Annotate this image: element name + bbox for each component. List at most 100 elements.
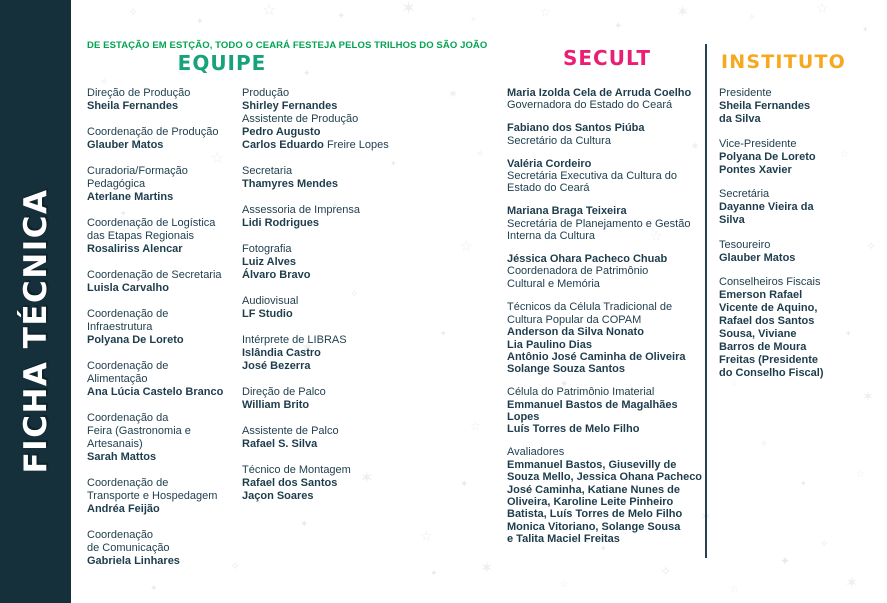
star-decoration-icon: ☆ (730, 584, 739, 595)
credit-role: Vice-Presidente (719, 137, 797, 150)
credit-entry: Coordenação de Produção Glauber Matos (87, 126, 239, 152)
star-decoration-icon: ✧ (748, 13, 756, 23)
credit-name: José Bezerra (242, 360, 311, 372)
credit-name: Rafael S. Silva (242, 438, 318, 450)
credit-role: Interna da Cultura (507, 230, 596, 243)
credit-name: Anderson da Silva Nonato (507, 326, 644, 339)
credit-name: Islândia Castro (242, 347, 321, 359)
credit-entry: Secretaria Thamyres Mendes (242, 165, 422, 191)
credit-role: Célula do Patrimônio Imaterial (507, 386, 655, 399)
credit-role: Assessoria de Imprensa (242, 204, 360, 216)
equipe-column-1: Direção de Produção Sheila Fernandes Coord… (87, 87, 239, 581)
credit-name: Oliveira, Karoline Leite Pinheiro (507, 495, 674, 508)
credit-role: Secretário da Cultura (507, 134, 611, 147)
credit-entry: Vice-Presidente Polyana De Loreto Pontes X… (719, 138, 859, 177)
credit-name: Sheila Fernandes (719, 100, 811, 112)
section-title-instituto: INSTITUTO (721, 51, 846, 73)
credit-name: Valéria Cordeiro (507, 157, 592, 170)
star-decoration-icon: ✦ (780, 554, 791, 568)
credit-role: Produção (242, 87, 290, 99)
credit-name: Emerson Rafael (719, 289, 803, 301)
star-decoration-icon: ✦ (337, 11, 346, 22)
instituto-column: Presidente Sheila Fernandes da Silva Vice-P… (719, 87, 859, 392)
credit-entry: Valéria Cordeiro Secretária Executiva da … (507, 158, 707, 195)
credit-role: Governadora do Estado do Ceará (507, 99, 673, 112)
equipe-column-2: Produção Shirley Fernandes Assistente de P… (242, 87, 422, 516)
credit-name: Maria Izolda Cela de Arruda Coelho (507, 87, 692, 99)
star-decoration-icon: ✧ (820, 539, 829, 550)
credit-role: Secretária Executiva da Cultura do (507, 170, 677, 183)
credit-name: Sheila Fernandes (87, 100, 179, 112)
credit-role: Estado do Ceará (507, 182, 590, 195)
credit-name: Aterlane Martins (87, 191, 174, 203)
credit-name: José Caminha, Katiane Nunes de (507, 483, 680, 496)
credit-role: Tesoureiro (719, 238, 771, 251)
star-decoration-icon: ☆ (816, 1, 829, 17)
star-decoration-icon: ✧ (476, 149, 485, 160)
credit-name: Glauber Matos (87, 139, 164, 151)
star-decoration-icon: ☆ (470, 419, 481, 433)
credit-role: Avaliadores (507, 446, 565, 459)
credit-entry: Maria Izolda Cela de Arruda Coelho Govern… (507, 87, 707, 112)
star-decoration-icon: ✧ (470, 15, 477, 24)
credit-name: Vicente de Aquino, (719, 302, 818, 314)
star-decoration-icon: ✦ (150, 584, 158, 594)
credit-name: Shirley Fernandes (242, 100, 338, 112)
credit-role: Coordenação (87, 529, 154, 541)
credit-entry: Jéssica Ohara Pacheco Chuab Coordenadora … (507, 253, 707, 290)
star-decoration-icon: ✦ (300, 519, 309, 530)
credit-role: Cultural e Memória (507, 277, 600, 290)
star-decoration-icon: ✦ (440, 329, 447, 338)
credit-entry: Audiovisual LF Studio (242, 295, 422, 321)
credit-entry: Tesoureiro Glauber Matos (719, 239, 859, 265)
credit-role: Direção de Palco (242, 386, 326, 398)
credit-name: Andréa Feijão (87, 503, 160, 515)
star-decoration-icon: ✶ (401, 0, 417, 19)
credit-name: Sousa, Viviane (719, 328, 797, 340)
credit-role: Pedagógica (87, 178, 146, 190)
star-decoration-icon: ✶ (845, 573, 859, 592)
credit-name: Polyana De Loreto (87, 334, 184, 346)
column-divider (705, 44, 707, 558)
credit-role: Coordenação de Logística (87, 217, 216, 229)
credit-name: Carlos Eduardo Freire Lopes (242, 139, 389, 151)
credit-name: Emmanuel Bastos de Magalhães (507, 398, 678, 411)
credit-name: Álvaro Bravo (242, 269, 311, 281)
credit-role: Presidente (719, 87, 772, 99)
credit-role: Secretaria (242, 165, 293, 177)
credit-name: Silva (719, 214, 745, 226)
credit-role: das Etapas Regionais (87, 230, 195, 242)
credit-name: Luiz Alves (242, 256, 296, 268)
credit-name: Thamyres Mendes (242, 178, 338, 190)
star-decoration-icon: ☆ (856, 469, 865, 480)
star-decoration-icon: ✦ (430, 569, 438, 579)
credit-entry: Célula do Patrimônio Imaterial Emmanuel B… (507, 386, 707, 436)
event-tagline: DE ESTAÇÃO EM ESTÇÃO, TODO O CEARÁ FESTE… (87, 40, 488, 51)
credit-name: e Talita Maciel Freitas (507, 533, 620, 546)
credit-entry: Fotografia Luiz Alves Álvaro Bravo (242, 243, 422, 282)
star-decoration-icon: ✧ (128, 5, 139, 19)
sidebar: FICHA TÉCNICA (0, 0, 71, 603)
credit-name: Antônio José Caminha de Oliveira (507, 350, 686, 363)
credit-entry: Produção Shirley Fernandes Assistente de P… (242, 87, 422, 152)
credit-name: Souza Mello, Jessica Ohana Pacheco (507, 471, 703, 484)
credit-entry: Coordenação de Alimentação Ana Lúcia Caste… (87, 360, 239, 399)
credit-role: Direção de Produção (87, 87, 191, 99)
credit-name: Fabiano dos Santos Piúba (507, 122, 645, 135)
credit-role: Técnico de Montagem (242, 464, 351, 476)
star-decoration-icon: ☆ (460, 239, 473, 255)
credit-name: Barros de Moura (719, 341, 807, 353)
credit-role: de Comunicação (87, 542, 170, 554)
credit-entry: Coordenação de Logística das Etapas Regio… (87, 217, 239, 256)
credit-name: Glauber Matos (719, 251, 796, 264)
credit-entry: Direção de Palco William Brito (242, 386, 422, 412)
credit-name: Solange Souza Santos (507, 363, 625, 376)
star-decoration-icon: ✧ (866, 239, 877, 253)
star-decoration-icon: ☆ (560, 579, 569, 590)
credit-role: Conselheiros Fiscais (719, 276, 821, 288)
credit-name: Mariana Braga Teixeira (507, 205, 627, 218)
credit-role: Coordenação de Secretaria (87, 269, 222, 281)
credit-role: Intérprete de LIBRAS (242, 334, 347, 346)
credit-name: da Silva (719, 113, 761, 125)
star-decoration-icon: ✶ (676, 2, 690, 21)
